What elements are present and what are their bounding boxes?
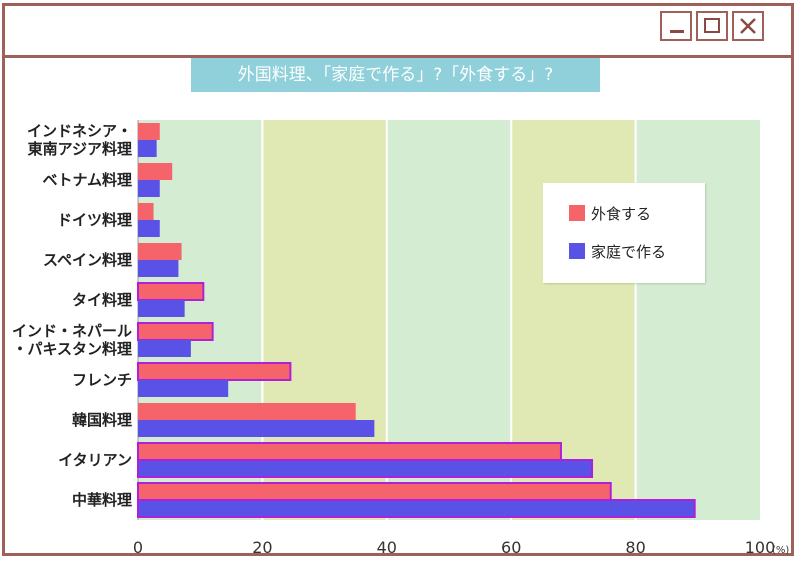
bar-eat-out (137, 442, 562, 461)
x-unit-label: (%) (772, 545, 789, 556)
category-label: ベトナム料理 (42, 171, 132, 189)
bar-cook-home (137, 499, 696, 518)
category-label: ドイツ料理 (57, 211, 132, 229)
bar-eat-out (137, 322, 214, 341)
category-label: イタリアン (58, 451, 132, 469)
legend: 外食する 家庭で作る (543, 183, 705, 283)
legend-label-eat-out: 外食する (591, 204, 652, 223)
x-tick-label: 80 (625, 538, 645, 557)
titlebar-divider (5, 55, 791, 58)
legend-swatch-cook-home (569, 243, 585, 259)
category-label: 中華料理 (72, 491, 132, 509)
bar-cook-home (138, 180, 160, 197)
category-label: インド・ネパール・パキスタン料理 (12, 322, 132, 358)
bar-cook-home (138, 260, 179, 277)
category-label: 韓国料理 (72, 411, 132, 429)
plot-band (635, 120, 760, 520)
bar-eat-out (138, 243, 182, 260)
maximize-button[interactable] (696, 11, 728, 41)
maximize-icon (704, 18, 720, 33)
close-button[interactable] (732, 11, 764, 41)
bar-cook-home (138, 340, 191, 357)
minimize-button[interactable] (660, 11, 692, 41)
x-tick-label: 60 (501, 538, 521, 557)
bar-cook-home (138, 300, 185, 317)
legend-item-cook-home: 家庭で作る (569, 241, 666, 261)
legend-item-eat-out: 外食する (569, 203, 651, 223)
category-label: フレンチ (72, 371, 132, 389)
bar-cook-home (138, 420, 375, 437)
minimize-icon (670, 30, 684, 33)
legend-swatch-eat-out (569, 205, 585, 221)
x-tick-label: 40 (377, 538, 397, 557)
bar-eat-out (137, 482, 612, 501)
bar-cook-home (138, 140, 157, 157)
bar-eat-out (137, 362, 292, 381)
category-label: タイ料理 (72, 291, 132, 309)
x-tick-label: 0 (133, 538, 143, 557)
bar-eat-out (138, 203, 154, 220)
close-icon (740, 18, 756, 34)
category-label: インドネシア・東南アジア料理 (27, 122, 132, 158)
chart-title: 外国料理、「家庭で作る」?「外食する」? (191, 58, 600, 92)
bar-cook-home (138, 220, 160, 237)
bar-eat-out (138, 163, 173, 180)
category-label: スペイン料理 (43, 251, 132, 269)
bar-cook-home (137, 459, 594, 478)
x-tick-label: 20 (252, 538, 272, 557)
bar-eat-out (138, 123, 160, 140)
bar-eat-out (138, 403, 356, 420)
x-tick-label: 100 (745, 538, 776, 557)
bar-cook-home (138, 380, 229, 397)
bar-eat-out (137, 282, 205, 301)
legend-label-cook-home: 家庭で作る (591, 242, 667, 261)
